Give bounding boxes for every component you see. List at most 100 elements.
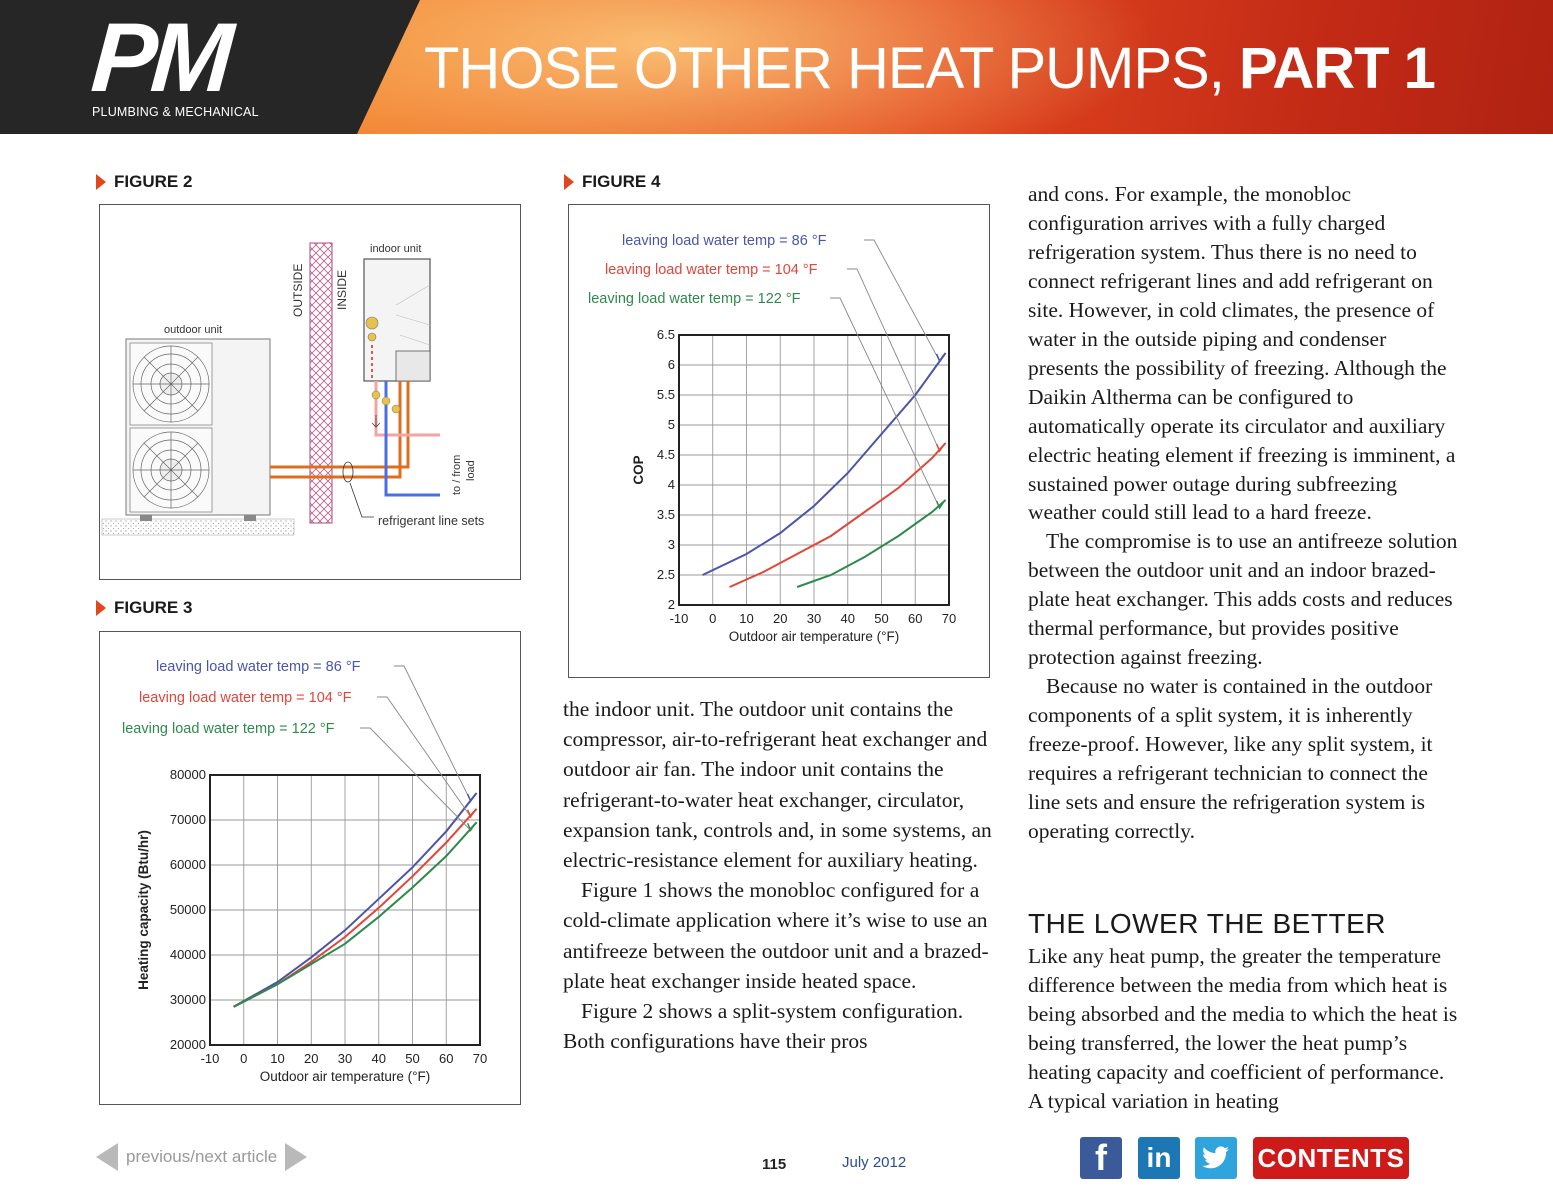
series-line — [729, 442, 947, 588]
legend-label: leaving load water temp = 122 °F — [588, 291, 801, 307]
x-tick-label: 40 — [372, 1051, 386, 1066]
article-column-2: the indoor unit. The outdoor unit contai… — [563, 694, 995, 1056]
header-banner: PM PLUMBING & MECHANICAL THOSE OTHER HEA… — [0, 0, 1553, 134]
linkedin-icon[interactable]: in — [1138, 1137, 1180, 1179]
x-tick-label: 10 — [270, 1051, 284, 1066]
x-tick-label: 20 — [773, 611, 787, 626]
outdoor-unit-label: outdoor unit — [164, 324, 222, 336]
legend-label: leaving load water temp = 104 °F — [139, 690, 352, 706]
paragraph: Like any heat pump, the greater the temp… — [1028, 944, 1458, 1113]
legend-label: leaving load water temp = 122 °F — [122, 721, 335, 737]
x-tick-label: 50 — [405, 1051, 419, 1066]
legend-leader-line — [360, 727, 471, 831]
x-tick-label: 30 — [338, 1051, 352, 1066]
nav-label[interactable]: previous/next article — [126, 1147, 278, 1166]
twitter-icon[interactable] — [1195, 1137, 1237, 1179]
legend-leader-line — [377, 696, 471, 818]
y-tick-label: 5.5 — [657, 387, 675, 402]
y-tick-label: 40000 — [170, 947, 206, 962]
x-tick-label: -10 — [670, 611, 689, 626]
y-tick-label: 50000 — [170, 902, 206, 917]
y-tick-label: 80000 — [170, 767, 206, 782]
contents-button[interactable]: CONTENTS — [1253, 1137, 1409, 1179]
x-tick-label: 10 — [739, 611, 753, 626]
article-column-3: and cons. For example, the monobloc conf… — [1028, 180, 1460, 846]
x-tick-label: 50 — [874, 611, 888, 626]
previous-arrow-icon[interactable] — [96, 1143, 118, 1171]
section-heading: THE LOWER THE BETTER — [1028, 908, 1386, 939]
legend-arrowhead — [466, 822, 476, 832]
triangle-bullet-icon — [564, 174, 574, 190]
wall — [309, 242, 333, 524]
plot-frame — [678, 334, 950, 606]
paragraph: The compromise is to use an antifreeze s… — [1028, 529, 1458, 670]
paragraph: Figure 1 shows the monobloc configured f… — [563, 878, 989, 993]
inside-label: INSIDE — [335, 270, 349, 310]
facebook-icon[interactable]: f — [1080, 1137, 1122, 1179]
logo-panel — [0, 0, 420, 134]
y-tick-label: 60000 — [170, 857, 206, 872]
load-label: load — [465, 460, 477, 481]
y-tick-label: 4.5 — [657, 447, 675, 462]
figure4-chart: -10 0 10 20 30 40 50 60 70 2 2.5 3 3.5 4 4.5 5 5.5 6 6.5 Ou… — [568, 204, 990, 678]
x-tick-label: -10 — [201, 1051, 220, 1066]
legend-arrowhead — [935, 500, 945, 510]
next-arrow-icon[interactable] — [285, 1143, 308, 1171]
legend-leader-line — [864, 239, 941, 362]
paragraph: the indoor unit. The outdoor unit contai… — [563, 697, 992, 873]
figure4-label: FIGURE 4 — [564, 172, 660, 192]
y-tick-label: 6 — [668, 357, 675, 372]
figure2-label: FIGURE 2 — [96, 172, 192, 192]
pm-logo[interactable]: PM PLUMBING & MECHANICAL — [88, 2, 259, 119]
legend-label: leaving load water temp = 86 °F — [622, 233, 827, 249]
triangle-bullet-icon — [96, 600, 106, 616]
legend-arrowhead — [466, 809, 476, 819]
y-tick-label: 2 — [668, 597, 675, 612]
page-title: THOSE OTHER HEAT PUMPS, PART 1 — [424, 36, 1436, 101]
plot-frame — [209, 774, 481, 1046]
figure3-chart: -10 0 10 20 30 40 50 60 70 20000 30000 40000 50000 60… — [99, 631, 521, 1105]
indoor-unit-label: indoor unit — [370, 243, 421, 255]
x-tick-label: 60 — [439, 1051, 453, 1066]
y-tick-label: 5 — [668, 417, 675, 432]
x-axis-label: Outdoor air temperature (°F) — [260, 1069, 430, 1084]
y-axis-label: Heating capacity (Btu/hr) — [136, 830, 151, 990]
cop-chart: -10 0 10 20 30 40 50 60 70 2 2.5 3 3.5 4 4.5 5 5.5 6 6.5 Ou… — [588, 233, 956, 644]
triangle-bullet-icon — [96, 174, 106, 190]
x-tick-label: 0 — [709, 611, 716, 626]
x-tick-label: 70 — [942, 611, 956, 626]
x-axis-label: Outdoor air temperature (°F) — [729, 629, 899, 644]
legend-label: leaving load water temp = 104 °F — [605, 262, 818, 278]
y-tick-label: 3.5 — [657, 507, 675, 522]
y-axis-label: COP — [631, 455, 646, 484]
ground-pad — [101, 518, 295, 536]
paragraph: Because no water is contained in the out… — [1028, 674, 1433, 843]
issue-date: July 2012 — [842, 1154, 907, 1171]
y-tick-label: 2.5 — [657, 567, 675, 582]
legend-leader-line — [394, 665, 472, 802]
series-line — [233, 792, 478, 1008]
x-tick-label: 70 — [473, 1051, 487, 1066]
legend-arrowhead — [466, 793, 476, 803]
y-tick-label: 6.5 — [657, 327, 675, 342]
figure2-diagram: outdoor unit OUTSIDE INSIDE indoor unit — [99, 204, 521, 580]
fan-icon — [132, 431, 210, 509]
paragraph: and cons. For example, the monobloc conf… — [1028, 182, 1456, 525]
x-tick-label: 30 — [807, 611, 821, 626]
y-tick-label: 30000 — [170, 992, 206, 1007]
y-tick-label: 20000 — [170, 1037, 206, 1052]
y-tick-label: 3 — [668, 537, 675, 552]
legend-leader-line — [847, 268, 941, 452]
y-tick-label: 4 — [668, 477, 675, 492]
x-tick-label: 20 — [304, 1051, 318, 1066]
legend-leader-line — [830, 297, 941, 509]
previous-next-nav: previous/next article — [96, 1143, 308, 1171]
legend-arrowhead — [935, 443, 945, 453]
x-tick-label: 60 — [908, 611, 922, 626]
figure3-label: FIGURE 3 — [96, 598, 192, 618]
series-line — [233, 821, 478, 1008]
x-tick-label: 0 — [240, 1051, 247, 1066]
x-tick-label: 40 — [841, 611, 855, 626]
legend-label: leaving load water temp = 86 °F — [156, 659, 361, 675]
refrigerant-line-sets-label: refrigerant line sets — [378, 514, 484, 528]
